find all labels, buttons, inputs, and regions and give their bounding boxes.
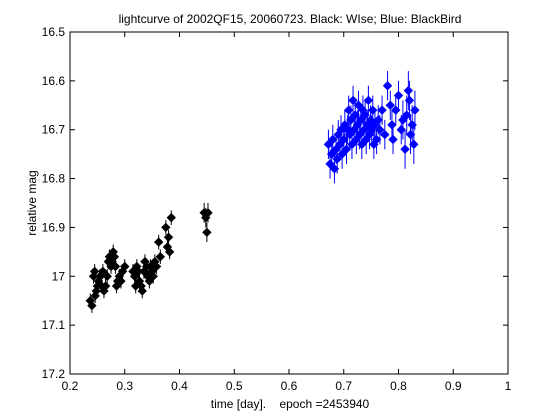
data-point-wise bbox=[89, 266, 100, 277]
data-point-wise bbox=[98, 266, 108, 277]
x-tick-label: 0.9 bbox=[445, 379, 462, 393]
x-tick-label: 0.3 bbox=[116, 379, 133, 393]
data-point-wise bbox=[116, 276, 126, 286]
data-point-wise bbox=[148, 271, 158, 281]
x-tick-label: 0.5 bbox=[226, 379, 243, 393]
y-tick-label: 16.8 bbox=[42, 172, 66, 186]
x-tick-label: 0.4 bbox=[171, 379, 188, 393]
data-point-blackbird bbox=[398, 115, 408, 125]
data-point-blackbird bbox=[323, 139, 334, 150]
data-point-blackbird bbox=[341, 144, 352, 154]
x-tick-label: 0.8 bbox=[390, 379, 407, 393]
data-point-wise bbox=[166, 212, 176, 223]
data-point-blackbird bbox=[363, 95, 374, 106]
x-tick-label: 0.2 bbox=[62, 379, 79, 393]
data-point-wise bbox=[102, 271, 112, 281]
data-point-blackbird bbox=[326, 149, 337, 159]
y-tick-label: 17 bbox=[52, 269, 66, 283]
y-tick-label: 16.5 bbox=[42, 25, 66, 39]
data-point-blackbird bbox=[371, 134, 382, 145]
chart-title: lightcurve of 2002QF15, 20060723. Black:… bbox=[119, 12, 462, 26]
data-point-wise bbox=[100, 281, 111, 291]
data-point-wise bbox=[137, 286, 147, 296]
data-point-blackbird bbox=[404, 95, 415, 106]
data-point-blackbird bbox=[375, 125, 385, 135]
data-point-blackbird bbox=[387, 120, 397, 130]
data-point-blackbird bbox=[409, 139, 419, 150]
data-point-wise bbox=[151, 261, 162, 272]
x-tick-label: 0.7 bbox=[335, 379, 352, 393]
data-point-wise bbox=[110, 261, 121, 272]
y-tick-label: 17.2 bbox=[42, 367, 66, 381]
data-point-wise bbox=[129, 271, 140, 281]
data-point-blackbird bbox=[403, 85, 414, 96]
data-point-wise bbox=[203, 208, 213, 218]
data-point-blackbird bbox=[400, 144, 410, 154]
data-point-wise bbox=[87, 300, 97, 311]
data-point-blackbird bbox=[380, 129, 390, 140]
data-point-blackbird bbox=[410, 105, 420, 115]
data-point-blackbird bbox=[388, 134, 398, 145]
y-tick-label: 16.9 bbox=[42, 220, 66, 234]
y-tick-label: 16.6 bbox=[42, 74, 66, 88]
data-point-blackbird bbox=[382, 81, 393, 91]
data-point-wise bbox=[164, 247, 175, 257]
data-point-blackbird bbox=[346, 115, 356, 125]
data-point-wise bbox=[202, 227, 212, 238]
data-point-wise bbox=[155, 252, 166, 262]
x-axis-label: time [day]. epoch =2453940 bbox=[211, 397, 370, 411]
x-tick-label: 1 bbox=[505, 379, 512, 393]
data-point-wise bbox=[163, 232, 174, 242]
data-point-wise bbox=[153, 237, 164, 247]
data-point-wise bbox=[144, 276, 155, 286]
data-point-wise bbox=[161, 222, 171, 233]
data-point-blackbird bbox=[377, 105, 387, 115]
data-point-wise bbox=[109, 252, 120, 262]
data-point-blackbird bbox=[328, 134, 338, 145]
x-tick-label: 0.6 bbox=[281, 379, 298, 393]
plot-area: 0.2 0.3 0.4 0.5 0.6 0.7 0.8 0.9 1 16.5 16.6 16.7 16.… bbox=[42, 25, 512, 393]
y-axis-label: relative mag bbox=[25, 170, 39, 235]
data-point-blackbird bbox=[393, 90, 404, 101]
y-tick-label: 17.1 bbox=[42, 318, 66, 332]
y-tick-label: 16.7 bbox=[42, 123, 66, 137]
data-point-blackbird bbox=[385, 100, 395, 110]
data-point-wise bbox=[120, 261, 130, 272]
